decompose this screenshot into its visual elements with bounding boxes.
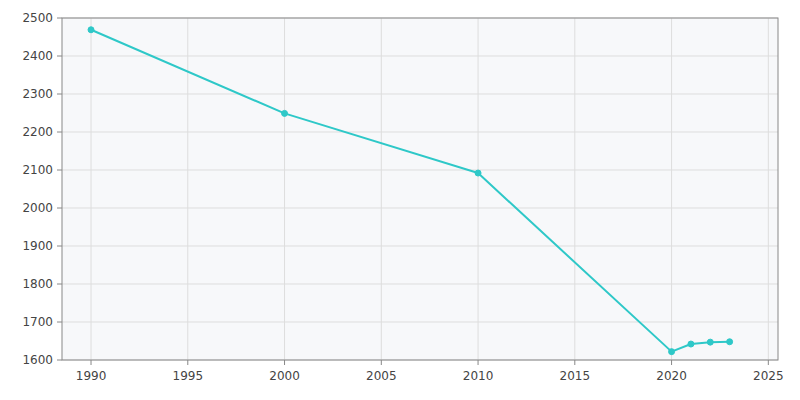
- x-tick: [91, 360, 92, 365]
- point: [475, 170, 481, 176]
- y-tick: [57, 322, 62, 323]
- y-tick: [57, 208, 62, 209]
- y-tick: [57, 56, 62, 57]
- x-grid-line: [381, 18, 382, 360]
- y-grid-line: [62, 170, 778, 171]
- y-grid-line: [62, 284, 778, 285]
- y-tick: [57, 246, 62, 247]
- y-tick: [57, 170, 62, 171]
- y-tick: [57, 360, 62, 361]
- x-grid-line: [91, 18, 92, 360]
- x-grid-line: [284, 18, 285, 360]
- y-tick-label: 2200: [22, 125, 53, 139]
- x-grid-line: [478, 18, 479, 360]
- page: {"chart_data": {"type": "line", "x": [19…: [0, 0, 800, 400]
- y-tick: [57, 284, 62, 285]
- x-tick-label: 2010: [463, 369, 494, 383]
- y-tick-label: 2500: [22, 11, 53, 25]
- x-tick-label: 1990: [76, 369, 107, 383]
- x-tick-label: 2015: [560, 369, 591, 383]
- y-grid-line: [62, 94, 778, 95]
- x-tick: [768, 360, 769, 365]
- x-tick: [574, 360, 575, 365]
- x-tick-label: 1995: [173, 369, 204, 383]
- y-tick-label: 1900: [22, 239, 53, 253]
- point: [282, 110, 288, 116]
- y-tick-label: 1800: [22, 277, 53, 291]
- chart: 1990 1995 2000 2005 2010 2015 2020 2025 1600 1700…: [0, 0, 800, 400]
- grid: [62, 18, 778, 360]
- point: [88, 27, 94, 33]
- point: [669, 349, 675, 355]
- data-group: [88, 27, 733, 355]
- x-grid-line: [574, 18, 575, 360]
- y-grid-line: [62, 322, 778, 323]
- y-tick-label: 2400: [22, 49, 53, 63]
- y-grid-line: [62, 208, 778, 209]
- y-tick-label: 2300: [22, 87, 53, 101]
- x-tick: [478, 360, 479, 365]
- x-tick-label: 2020: [656, 369, 687, 383]
- y-tick: [57, 94, 62, 95]
- point: [688, 341, 694, 347]
- point: [707, 339, 713, 345]
- y-grid-line: [62, 132, 778, 133]
- y-grid-line: [62, 56, 778, 57]
- plot-frame: [62, 18, 778, 360]
- x-tick: [671, 360, 672, 365]
- x-tick: [381, 360, 382, 365]
- y-tick-label: 1700: [22, 315, 53, 329]
- y-tick-label: 1600: [22, 353, 53, 367]
- x-tick-label: 2025: [753, 369, 784, 383]
- line: [91, 30, 730, 352]
- point: [727, 339, 733, 345]
- y-tick: [57, 18, 62, 19]
- x-tick: [284, 360, 285, 365]
- y-grid-line: [62, 246, 778, 247]
- x-tick-label: 2005: [366, 369, 397, 383]
- x-tick: [187, 360, 188, 365]
- x-grid-line: [187, 18, 188, 360]
- axes: 1990 1995 2000 2005 2010 2015 2020 2025 1600 1700…: [22, 11, 783, 383]
- y-tick: [57, 132, 62, 133]
- x-tick-label: 2000: [269, 369, 300, 383]
- plot-area: [62, 18, 778, 360]
- y-tick-label: 2000: [22, 201, 53, 215]
- x-grid-line: [768, 18, 769, 360]
- y-tick-label: 2100: [22, 163, 53, 177]
- x-grid-line: [671, 18, 672, 360]
